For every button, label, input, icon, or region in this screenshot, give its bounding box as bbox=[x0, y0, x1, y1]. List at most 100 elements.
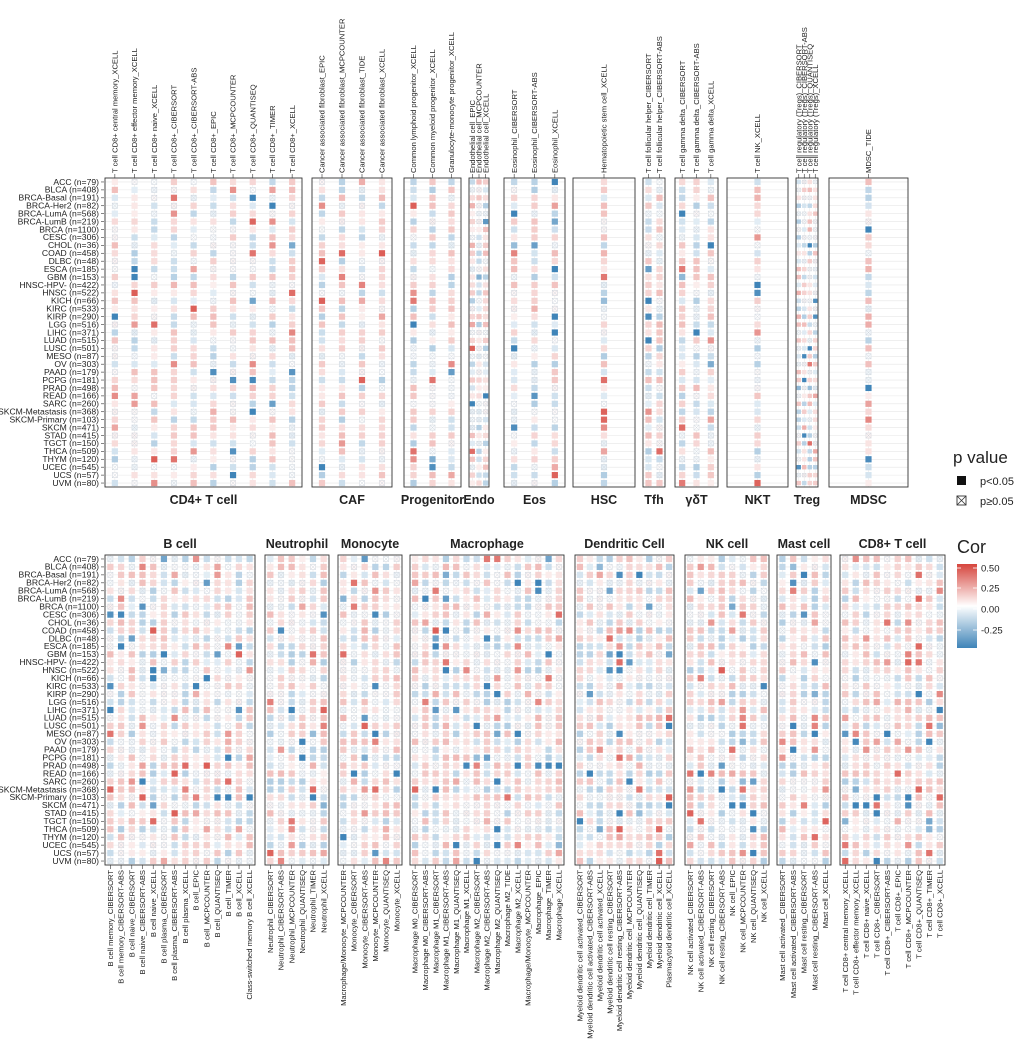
nonsignificant-mark bbox=[210, 290, 217, 296]
heatmap-cell bbox=[469, 409, 475, 415]
heatmap-cell bbox=[151, 186, 158, 193]
nonsignificant-cross bbox=[131, 409, 138, 415]
nonsignificant-mark bbox=[151, 242, 158, 249]
heatmap-cell bbox=[645, 178, 652, 186]
nonsignificant-cross bbox=[131, 385, 138, 391]
heatmap-cell bbox=[600, 258, 608, 265]
heatmap-cell bbox=[645, 456, 652, 463]
heatmap-cell bbox=[645, 472, 652, 479]
nonsignificant-cross bbox=[210, 306, 217, 312]
nonsignificant-cross bbox=[190, 179, 197, 185]
heatmap-cell bbox=[269, 202, 276, 209]
heatmap-cell bbox=[229, 242, 237, 249]
heatmap-cell bbox=[378, 361, 386, 368]
heatmap-cell bbox=[170, 242, 178, 249]
heatmap-cell bbox=[378, 369, 386, 376]
nonsignificant-mark bbox=[151, 305, 158, 312]
nonsignificant-cross bbox=[131, 258, 138, 264]
heatmap-cell bbox=[111, 384, 118, 392]
heatmap-cell bbox=[111, 456, 118, 463]
nonsignificant-mark bbox=[131, 290, 138, 296]
heatmap-cell bbox=[600, 242, 608, 249]
heatmap-cell bbox=[448, 472, 455, 479]
heatmap-cell bbox=[483, 417, 489, 423]
heatmap-cell bbox=[511, 408, 518, 415]
nonsignificant-mark bbox=[230, 472, 236, 478]
heatmap-cell bbox=[551, 479, 558, 487]
heatmap-cell bbox=[229, 281, 237, 289]
nonsignificant-mark bbox=[112, 290, 118, 296]
heatmap-cell bbox=[111, 432, 118, 439]
nonsignificant-mark bbox=[171, 472, 177, 478]
heatmap-cell bbox=[170, 210, 178, 217]
cell-square bbox=[249, 337, 256, 344]
heatmap-cell bbox=[469, 432, 475, 439]
cell-square bbox=[469, 345, 475, 351]
nonsignificant-mark bbox=[190, 297, 197, 304]
column-label-t-cell-cd8-cibersort: T cell CD8+_CIBERSORT bbox=[170, 85, 179, 173]
nonsignificant-cross bbox=[190, 234, 197, 241]
heatmap-cell bbox=[645, 258, 652, 265]
heatmap-cell bbox=[410, 424, 417, 431]
nonsignificant-mark bbox=[190, 416, 197, 423]
heatmap-cell bbox=[645, 194, 652, 201]
heatmap-cell bbox=[269, 464, 276, 471]
heatmap-cell bbox=[378, 194, 386, 201]
nonsignificant-cross bbox=[131, 369, 138, 375]
nonsignificant-cross bbox=[112, 480, 118, 486]
heatmap-cell bbox=[170, 297, 178, 304]
heatmap-cell bbox=[358, 321, 366, 328]
heatmap-cell bbox=[511, 448, 518, 455]
cell-square bbox=[378, 472, 386, 479]
nonsignificant-cross bbox=[112, 448, 118, 455]
heatmap-cell bbox=[600, 416, 608, 423]
heatmap-cell bbox=[551, 186, 558, 193]
heatmap-cell bbox=[600, 424, 608, 431]
heatmap-cell bbox=[338, 250, 346, 257]
cell-square bbox=[483, 250, 489, 256]
cell-square bbox=[645, 297, 652, 304]
heatmap-cell bbox=[151, 448, 158, 455]
nonsignificant-cross bbox=[230, 424, 236, 431]
heatmap-cell bbox=[229, 273, 237, 281]
column-label-t-cell-cd8-quantiseq: T cell CD8+_QUANTISEQ bbox=[248, 84, 257, 173]
heatmap-cell bbox=[318, 210, 326, 217]
heatmap-cell bbox=[358, 297, 366, 304]
cell-square bbox=[131, 400, 138, 407]
heatmap-cell bbox=[170, 448, 178, 455]
heatmap-cell bbox=[511, 250, 518, 257]
cell-square bbox=[190, 448, 197, 455]
heatmap-cell bbox=[476, 218, 482, 225]
heatmap-cell bbox=[378, 416, 386, 423]
nonsignificant-cross bbox=[112, 282, 118, 288]
heatmap-cell bbox=[429, 361, 436, 368]
nonsignificant-cross bbox=[131, 345, 138, 352]
heatmap-cell bbox=[551, 194, 558, 201]
heatmap-cell bbox=[469, 266, 475, 272]
nonsignificant-cross bbox=[230, 203, 236, 209]
nonsignificant-cross bbox=[190, 456, 197, 462]
heatmap-cell bbox=[190, 479, 197, 487]
nonsignificant-mark bbox=[190, 400, 197, 407]
nonsignificant-mark bbox=[190, 210, 197, 217]
panel-caf: Cancer associated fibroblast_EPIC Cancer … bbox=[311, 18, 393, 507]
heatmap-cell bbox=[448, 226, 455, 233]
nonsignificant-cross bbox=[230, 226, 236, 233]
heatmap-cell bbox=[531, 369, 538, 376]
heatmap-cell bbox=[476, 464, 482, 470]
cell-square bbox=[378, 218, 386, 225]
heatmap-cell bbox=[289, 479, 296, 487]
nonsignificant-mark bbox=[210, 400, 217, 407]
heatmap-cell bbox=[210, 416, 217, 423]
nonsignificant-mark bbox=[171, 440, 177, 447]
heatmap-cell bbox=[511, 345, 518, 352]
heatmap-cell bbox=[111, 392, 118, 399]
heatmap-cell bbox=[358, 408, 366, 415]
heatmap-cell bbox=[151, 226, 158, 233]
nonsignificant-mark bbox=[210, 393, 217, 399]
heatmap-cell bbox=[111, 329, 118, 336]
heatmap-cell bbox=[469, 472, 475, 478]
nonsignificant-cross bbox=[210, 345, 217, 352]
heatmap-cell bbox=[289, 258, 296, 265]
heatmap-cell bbox=[531, 305, 538, 312]
